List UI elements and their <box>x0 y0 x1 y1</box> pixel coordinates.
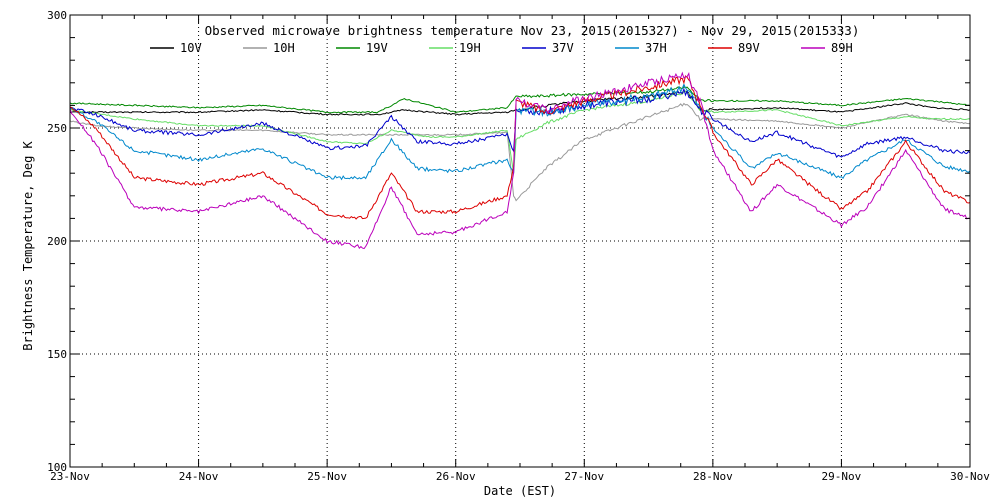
series-lines <box>69 71 971 250</box>
x-tick-label: 24-Nov <box>179 470 219 483</box>
y-tick-label: 300 <box>47 9 67 22</box>
x-tick-label: 25-Nov <box>307 470 347 483</box>
y-tick-label: 150 <box>47 348 67 361</box>
y-tick-label: 100 <box>47 461 67 474</box>
x-tick-label: 27-Nov <box>564 470 604 483</box>
legend-label-10h: 10H <box>273 41 295 55</box>
legend-label-89h: 89H <box>831 41 853 55</box>
y-tick-label: 200 <box>47 235 67 248</box>
x-tick-label: 23-Nov <box>50 470 90 483</box>
x-axis-label: Date (EST) <box>484 484 556 498</box>
legend-label-89v: 89V <box>738 41 760 55</box>
series-line-37v <box>69 87 971 158</box>
legend: 10V 10H 19V 19H 37V 37H 89V 89H <box>150 41 853 55</box>
gridlines <box>70 15 970 467</box>
legend-label-19v: 19V <box>366 41 388 55</box>
series-line-19v <box>69 86 971 114</box>
x-tick-label: 28-Nov <box>693 470 733 483</box>
legend-label-10v: 10V <box>180 41 202 55</box>
axis-ticks: 23-Nov 24-Nov 25-Nov 26-Nov 27-Nov 28-Nov 29-N… <box>47 9 990 483</box>
series-line-89h <box>69 71 971 250</box>
series-line-10h <box>69 102 971 202</box>
series-line-19h <box>69 90 971 174</box>
legend-label-19h: 19H <box>459 41 481 55</box>
y-axis-label: Brightness Temperature, Deg K <box>21 140 35 350</box>
x-tick-label: 29-Nov <box>822 470 862 483</box>
series-line-37h <box>70 83 971 181</box>
chart-title: Observed microwave brightness temperatur… <box>205 23 860 38</box>
legend-label-37v: 37V <box>552 41 574 55</box>
legend-label-37h: 37H <box>645 41 667 55</box>
y-tick-label: 250 <box>47 122 67 135</box>
x-tick-label: 26-Nov <box>436 470 476 483</box>
series-line-89v <box>69 75 971 220</box>
x-tick-label: 30-Nov <box>950 470 990 483</box>
